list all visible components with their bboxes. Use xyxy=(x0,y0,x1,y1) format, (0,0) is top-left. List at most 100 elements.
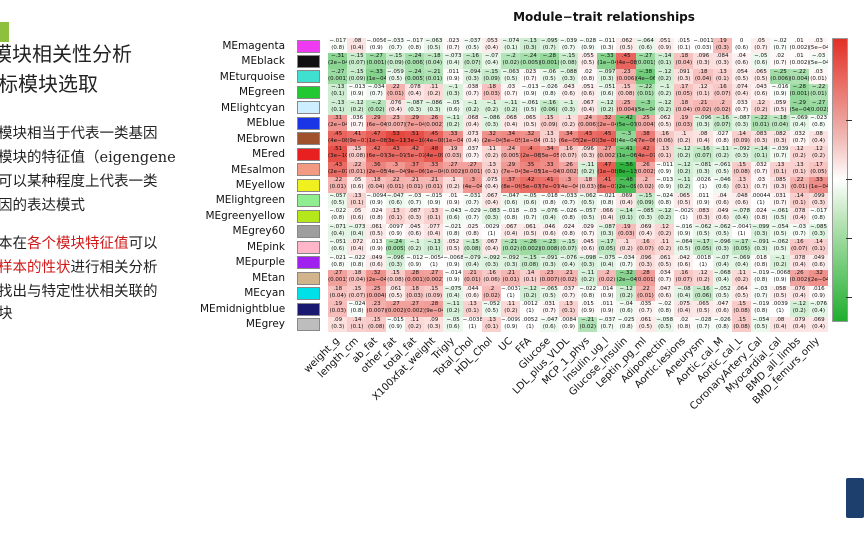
correlation-value: −.016 xyxy=(771,84,789,91)
p-value: (0.4) xyxy=(485,60,499,67)
correlation-value: .37 xyxy=(506,177,516,184)
heatmap-cell: −.015 (0.9) xyxy=(424,192,444,209)
correlation-value: .47 xyxy=(602,161,612,168)
correlation-value: .02 xyxy=(775,53,785,60)
p-value: (0.7) xyxy=(465,199,479,206)
heatmap-cell: .0029 (1) xyxy=(481,223,502,240)
heatmap-cell: .02 (0.8) xyxy=(674,316,694,333)
correlation-value: .037 xyxy=(562,285,575,292)
heatmap-cell: .2 (0.02) xyxy=(635,177,656,194)
highlight-text: 各个模块特征值 xyxy=(27,236,129,252)
heatmap-cell: −.24 (0.005) xyxy=(404,68,425,85)
heatmap-cell: .13 (0.1) xyxy=(789,161,810,178)
p-value: (1) xyxy=(526,323,534,330)
correlation-value: .27 xyxy=(333,270,343,277)
correlation-value: −.11 xyxy=(581,161,595,168)
heatmap-cell: −.25 (0.006) xyxy=(770,68,790,85)
heatmap-cell: −.039 (0.7) xyxy=(558,38,579,54)
p-value: (0.2) xyxy=(735,277,749,284)
heatmap-cell: .025 (0.8) xyxy=(462,223,483,240)
p-value: (0.002) xyxy=(808,106,829,113)
heatmap-cell: −.075 (0.4) xyxy=(443,285,463,302)
heatmap-cell: .34(5e−05) xyxy=(539,146,560,163)
heatmap-cell: .43(3e−07) xyxy=(385,146,406,163)
heatmap-cell: .069 (0.4) xyxy=(635,223,656,240)
module-color-swatch xyxy=(297,318,320,332)
correlation-value: −.0068 xyxy=(443,254,463,261)
correlation-value: .22 xyxy=(391,84,400,91)
module-color-swatch xyxy=(297,132,320,146)
p-value: (2e−04) xyxy=(328,60,348,67)
correlation-value: −.03 xyxy=(754,285,768,292)
p-value: (0.4) xyxy=(504,122,518,129)
p-value: (0.4) xyxy=(677,292,691,299)
heatmap-cell: .043 (0.6) xyxy=(751,84,771,101)
p-value: (0.8) xyxy=(715,323,729,330)
p-value: (0.5) xyxy=(773,215,787,222)
p-value: (0.6) xyxy=(677,261,691,268)
correlation-value: .14 xyxy=(525,270,535,277)
heatmap-cell: −.054 (0.5) xyxy=(770,223,790,240)
correlation-value: −.057 xyxy=(329,192,347,199)
heatmap-cell: −.061 (0.5) xyxy=(770,208,790,224)
correlation-value: .024 xyxy=(562,223,575,230)
heatmap-cell: −.12 (0.2) xyxy=(520,285,540,302)
p-value: (0.04) xyxy=(771,122,789,129)
heatmap-cell: −.037 (0.7) xyxy=(597,316,617,333)
heatmap-cell: −.024 (0.8) xyxy=(654,192,675,209)
correlation-value: .067 xyxy=(581,99,594,106)
p-value: (5e−04) xyxy=(808,60,829,67)
p-value: (0.2) xyxy=(581,277,595,284)
correlation-value: −.02 xyxy=(658,301,672,308)
heatmap-cell: .064 (0.5) xyxy=(731,285,752,302)
heatmap-cell: .18 (0.04) xyxy=(347,270,367,286)
p-value: (0.7) xyxy=(658,277,672,284)
heatmap-cell: .19 (0.03) xyxy=(443,146,463,163)
correlation-value: .25 xyxy=(621,99,631,106)
heatmap-cell: −.099 (0.3) xyxy=(751,223,771,240)
correlation-value: .23 xyxy=(621,68,631,75)
heatmap-cell: .02 (0.7) xyxy=(770,53,790,70)
p-value: (0.001) xyxy=(366,60,386,67)
p-value: (0.9) xyxy=(446,75,460,82)
module-label: MEturquoise xyxy=(219,70,285,83)
heatmap-cell: −.064 (0.6) xyxy=(635,38,656,54)
module-label: MEblue xyxy=(246,117,285,130)
p-value: (6e−07) xyxy=(597,184,617,191)
p-value: (0.6) xyxy=(542,230,556,237)
heatmap-cell: .09 (0.3) xyxy=(328,316,348,333)
p-value: (0.4) xyxy=(350,246,364,253)
heatmap-cell: −.15 (0.07) xyxy=(558,239,579,255)
p-value: (0.8) xyxy=(658,308,672,315)
correlation-value: −.069 xyxy=(790,115,808,122)
p-value: (0.001) xyxy=(404,277,425,284)
correlation-value: .33 xyxy=(544,161,554,168)
heatmap-cell: .02 (0.8) xyxy=(578,68,598,85)
heatmap-cell: −.011 (0.3) xyxy=(597,38,617,54)
correlation-value: .29 xyxy=(371,115,381,122)
correlation-value: .055 xyxy=(581,53,594,60)
correlation-value: .077 xyxy=(427,223,441,230)
heatmap-cell: .32(2e−04) xyxy=(808,270,829,286)
heatmap-cell: −.11 (0.2) xyxy=(501,99,521,116)
p-value: (0.9) xyxy=(773,91,787,98)
heatmap-cell: .066 (0.4) xyxy=(597,208,617,224)
correlation-value: −.05 xyxy=(446,99,460,106)
heatmap-cell: .18 (0.03) xyxy=(578,177,598,194)
heatmap-cell: −.11 (0.2) xyxy=(712,146,733,163)
correlation-value: .18 xyxy=(333,285,343,292)
heatmap-cell: .13 (0.1) xyxy=(558,301,579,317)
correlation-value: .043 xyxy=(754,84,767,91)
heatmap-cell: .42(5e−07) xyxy=(520,177,540,194)
p-value: (0.2) xyxy=(658,246,672,253)
heatmap-cell: .048 (0.6) xyxy=(731,192,752,209)
correlation-value: .33 xyxy=(814,177,823,184)
correlation-value: −.013 xyxy=(521,84,539,91)
heatmap-cell: .27 (0.001) xyxy=(328,270,348,286)
heatmap-cell: .016 (0.9) xyxy=(808,285,829,302)
p-value: (0.8) xyxy=(600,199,614,206)
p-value: (0.8) xyxy=(754,215,768,222)
correlation-value: .076 xyxy=(793,285,806,292)
correlation-value: −.087 xyxy=(733,115,751,122)
heatmap-cell: .51(3e−10) xyxy=(328,146,348,163)
